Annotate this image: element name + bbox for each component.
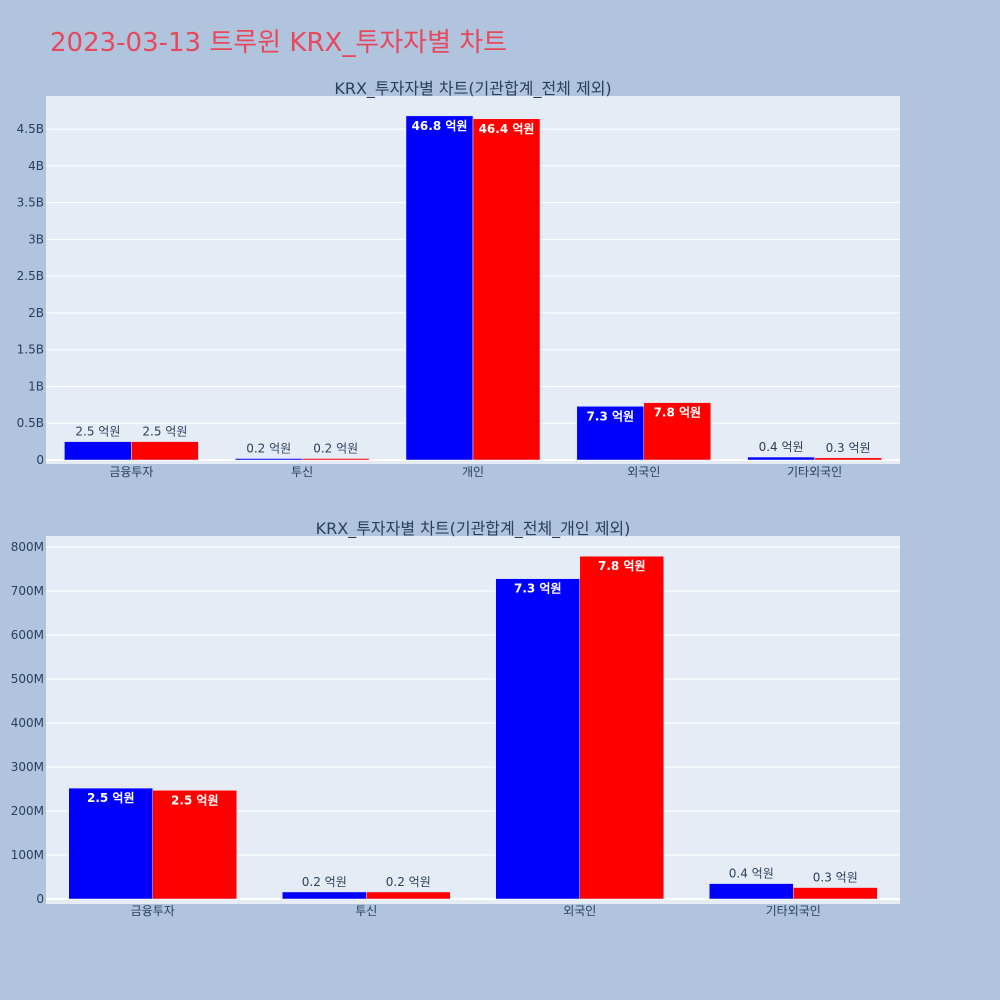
bar [472,118,541,461]
chart-top: 0 0.5B 1B 1.5B 2B 2.5B 3B 3.5B 4B 4.5B KRX_투자자별 차트… [17,79,900,479]
bar-label: 2.5 억원 [171,793,219,807]
y-tick-label: 0 [36,453,44,467]
bar-label: 46.4 억원 [479,122,535,136]
x-tick-label: 외국인 [563,904,596,918]
x-tick-label: 외국인 [627,465,660,479]
page-title: 2023-03-13 트루윈 KRX_투자자별 차트 [50,28,508,58]
x-tick-label: 기타외국인 [787,465,842,479]
bar [234,458,303,461]
bar [68,787,153,900]
bar-label: 0.4 억원 [759,440,804,454]
bar [576,406,645,461]
x-tick-label: 개인 [462,465,484,479]
y-tick-label: 400M [11,716,44,730]
x-tick-label: 금융투자 [131,904,175,918]
bar-label: 46.8 억원 [412,119,468,133]
y-tick-label: 600M [11,628,44,642]
y-tick-label: 1B [28,379,44,393]
bar [747,456,815,461]
y-tick-label: 0 [36,892,44,906]
bar [495,578,580,900]
y-tick-label: 2.5B [17,269,44,283]
bar [282,891,367,900]
y-tick-label: 2B [28,306,44,320]
bar [579,555,664,900]
bar [709,883,794,900]
y-tick-label: 500M [11,672,44,686]
bar-label: 7.8 억원 [598,559,646,573]
y-tick-label: 300M [11,760,44,774]
y-tick-label: 1.5B [17,343,44,357]
y-tick-label: 4.5B [17,122,44,136]
bar [366,891,451,900]
bar-label: 2.5 억원 [87,791,135,805]
x-tick-label: 투신 [355,904,377,918]
x-tick-label: 금융투자 [109,465,153,479]
y-tick-label: 3.5B [17,196,44,210]
bar-label: 0.3 억원 [813,871,858,885]
bar-label: 0.2 억원 [246,442,291,456]
bar [814,457,882,461]
x-tick-label: 투신 [291,465,313,479]
bar-label: 7.3 억원 [514,582,562,596]
y-tick-label: 700M [11,584,44,598]
bar [301,458,370,461]
y-tick-label: 800M [11,540,44,554]
x-tick-label: 기타외국인 [766,904,821,918]
bar [152,790,237,900]
bar [643,402,712,461]
bar-label: 0.2 억원 [386,875,431,889]
bar-label: 7.8 억원 [654,406,702,420]
chart-bottom: 0 100M 200M 300M 400M 500M 600M 700M 800M KRX_투자자… [11,519,900,918]
y-tick-label: 100M [11,848,44,862]
y-tick-label: 200M [11,804,44,818]
bar [64,441,132,461]
bar-label: 2.5 억원 [75,425,120,439]
bar-label: 0.2 억원 [302,875,347,889]
y-tick-label: 0.5B [17,416,44,430]
y-tick-label: 4B [28,159,44,173]
bar [793,887,878,900]
chart-title: KRX_투자자별 차트(기관합계_전체_개인 제외) [316,519,631,539]
bar-label: 0.4 억원 [729,867,774,881]
bar-label: 7.3 억원 [587,409,635,423]
bar [131,441,199,461]
bar-label: 0.2 억원 [313,442,358,456]
chart-title: KRX_투자자별 차트(기관합계_전체 제외) [334,79,611,99]
y-tick-label: 3B [28,232,44,246]
bar-label: 0.3 억원 [826,441,871,455]
bar [405,115,474,461]
bar-label: 2.5 억원 [142,425,187,439]
